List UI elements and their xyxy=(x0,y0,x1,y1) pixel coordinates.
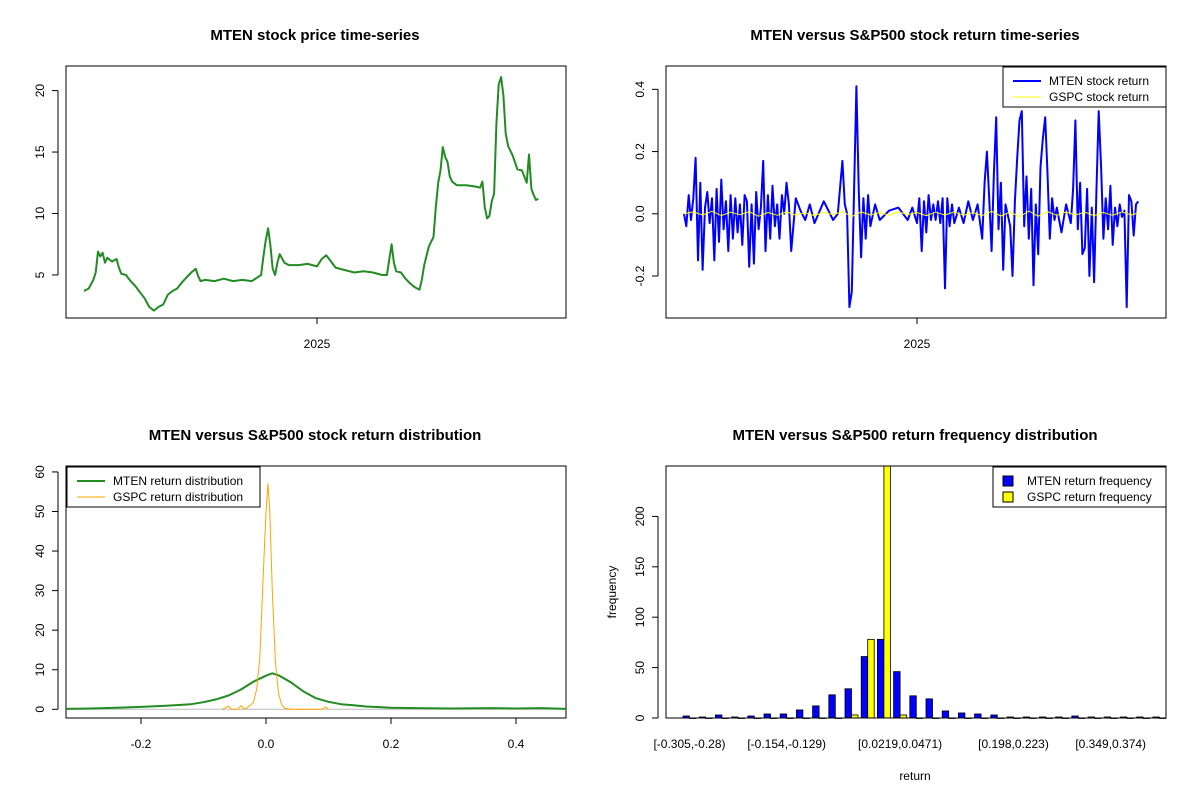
legend-label: MTEN stock return xyxy=(1049,74,1149,88)
legend-box xyxy=(992,466,1167,508)
density-y-tick-label: 60 xyxy=(33,465,47,479)
histogram-bar-mten xyxy=(909,695,917,719)
histogram-bar-mten xyxy=(925,698,933,719)
returns-chart: MTEN versus S&P500 stock return time-ser… xyxy=(633,27,1167,351)
histogram-y-tick-label: 100 xyxy=(633,607,647,627)
price-y-tick-label: 20 xyxy=(33,84,47,98)
density-x-tick-label: 0.2 xyxy=(383,737,400,751)
returns-x-tick-label: 2025 xyxy=(904,337,931,351)
price-y-tick-label: 15 xyxy=(33,145,47,159)
returns-mten-line xyxy=(683,85,1140,309)
density-x-tick-label: 0.4 xyxy=(508,737,525,751)
histogram-y-tick-label: 200 xyxy=(633,506,647,526)
histogram-bar-mten xyxy=(796,709,804,719)
histogram-x-tick-label: [0.0219,0.0471) xyxy=(858,737,942,751)
price-x-tick-label: 2025 xyxy=(304,337,331,351)
histogram-bar-mten xyxy=(877,638,885,719)
density-y-tick-label: 50 xyxy=(33,505,47,519)
histogram-bar-mten xyxy=(974,713,982,719)
histogram-y-tick-label: 50 xyxy=(633,661,647,675)
histogram-x-tick-label: [-0.305,-0.28) xyxy=(653,737,725,751)
returns-y-tick-label: 0.2 xyxy=(633,143,647,160)
density-chart: MTEN versus S&P500 stock return distribu… xyxy=(33,427,567,751)
density-y-tick-label: 20 xyxy=(33,623,47,637)
legend-label: GSPC return frequency xyxy=(1027,490,1152,504)
histogram-x-tick-label: [-0.154,-0.129) xyxy=(747,737,826,751)
density-y-tick-label: 30 xyxy=(33,584,47,598)
returns-gspc-line xyxy=(683,210,1139,218)
histogram-bar-gspc xyxy=(883,465,891,719)
density-x-tick-label: -0.2 xyxy=(131,737,152,751)
histogram-bar-mten xyxy=(941,710,950,719)
histogram-bar-mten xyxy=(893,671,901,719)
density-y-tick-label: 0 xyxy=(33,706,47,713)
returns-plot-frame xyxy=(665,65,1167,319)
histogram-bar-mten xyxy=(779,713,788,719)
histogram-bar-mten xyxy=(844,688,852,719)
legend-box xyxy=(1002,66,1167,108)
density-y-tick-label: 40 xyxy=(33,544,47,558)
density-y-tick-label: 10 xyxy=(33,663,47,677)
legend-swatch xyxy=(1002,491,1014,503)
returns-chart-title: MTEN versus S&P500 stock return time-ser… xyxy=(750,27,1079,44)
histogram-y-axis-label: frequency xyxy=(605,566,619,619)
price-y-tick-label: 5 xyxy=(33,271,47,278)
legend-label: GSPC stock return xyxy=(1049,90,1149,104)
histogram-chart: MTEN versus S&P500 return frequency dist… xyxy=(605,427,1167,783)
legend-box xyxy=(66,466,261,508)
price-chart: MTEN stock price time-series 5 10 15 20 2025 xyxy=(33,27,567,351)
density-mten-line xyxy=(65,672,567,710)
histogram-x-axis-label: return xyxy=(899,769,930,783)
histogram-x-tick-label: [0.198,0.223) xyxy=(978,737,1049,751)
histogram-bar-mten xyxy=(812,705,820,719)
price-series-line xyxy=(83,76,539,312)
price-chart-title: MTEN stock price time-series xyxy=(210,27,419,44)
histogram-chart-title: MTEN versus S&P500 return frequency dist… xyxy=(732,427,1097,444)
histogram-y-tick-label: 150 xyxy=(633,556,647,576)
histogram-bar-mten xyxy=(860,656,869,719)
histogram-bar-mten xyxy=(958,712,966,719)
histogram-x-tick-label: [0.349,0.374) xyxy=(1075,737,1146,751)
returns-y-tick-label: -0.2 xyxy=(633,265,647,286)
histogram-bar-gspc xyxy=(867,638,875,719)
histogram-bar-mten xyxy=(828,694,836,719)
density-gspc-line xyxy=(222,483,329,710)
price-plot-frame xyxy=(65,65,567,319)
legend-label: GSPC return distribution xyxy=(113,490,243,504)
legend-label: MTEN return distribution xyxy=(113,474,243,488)
price-y-tick-label: 10 xyxy=(33,207,47,221)
density-chart-title: MTEN versus S&P500 stock return distribu… xyxy=(149,427,482,444)
histogram-plot-frame xyxy=(665,465,1167,719)
legend-swatch xyxy=(1002,475,1014,487)
returns-y-tick-label: 0.0 xyxy=(633,205,647,222)
legend-label: MTEN return frequency xyxy=(1027,474,1152,488)
returns-y-tick-label: 0.4 xyxy=(633,81,647,98)
histogram-bar-mten xyxy=(763,713,771,719)
histogram-y-tick-label: 0 xyxy=(633,714,647,721)
density-x-tick-label: 0.0 xyxy=(258,737,275,751)
